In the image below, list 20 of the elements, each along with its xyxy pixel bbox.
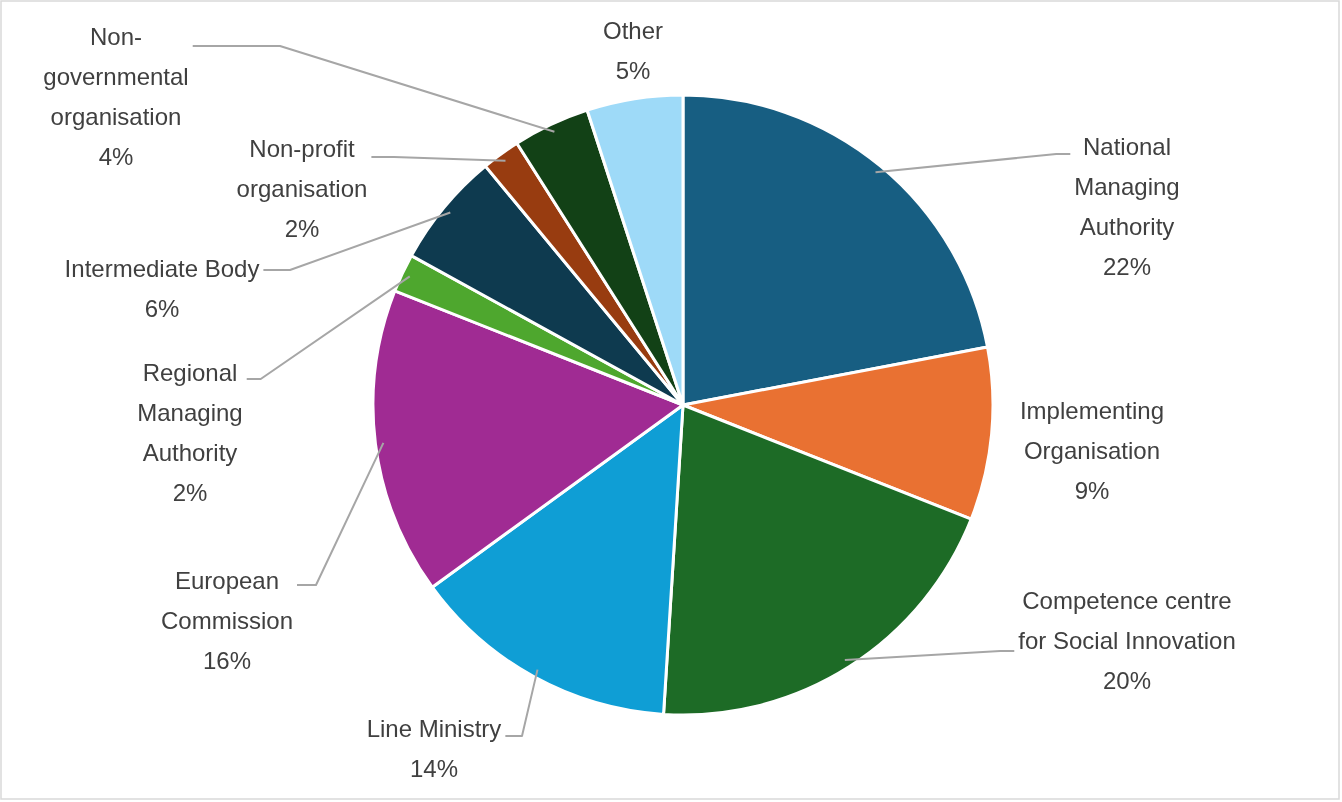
slice-label: Regional Managing Authority	[137, 359, 243, 466]
data-label: 16%	[202, 647, 252, 674]
data-label: 6%	[144, 295, 180, 322]
slice-label: Other	[602, 17, 664, 44]
slice-label: Non-governmental organisation	[43, 23, 189, 130]
data-label: 20%	[1102, 667, 1152, 694]
slice-label: European Commission	[160, 567, 294, 634]
data-label: 14%	[409, 755, 459, 782]
data-label: 2%	[172, 479, 208, 506]
slice-label: Competence centre for Social Innovation	[1018, 587, 1236, 654]
slice-label: Intermediate Body	[64, 255, 260, 282]
slice-label: National Managing Authority	[1074, 133, 1180, 240]
slice-label: Implementing Organisation	[1019, 397, 1165, 464]
slice-label: Non-profit organisation	[236, 135, 368, 202]
data-label: 5%	[615, 57, 651, 84]
slice-label: Line Ministry	[366, 715, 502, 742]
data-label: 2%	[284, 215, 320, 242]
data-label: 9%	[1074, 477, 1110, 504]
data-label: 22%	[1102, 253, 1152, 280]
data-label: 4%	[98, 143, 134, 170]
